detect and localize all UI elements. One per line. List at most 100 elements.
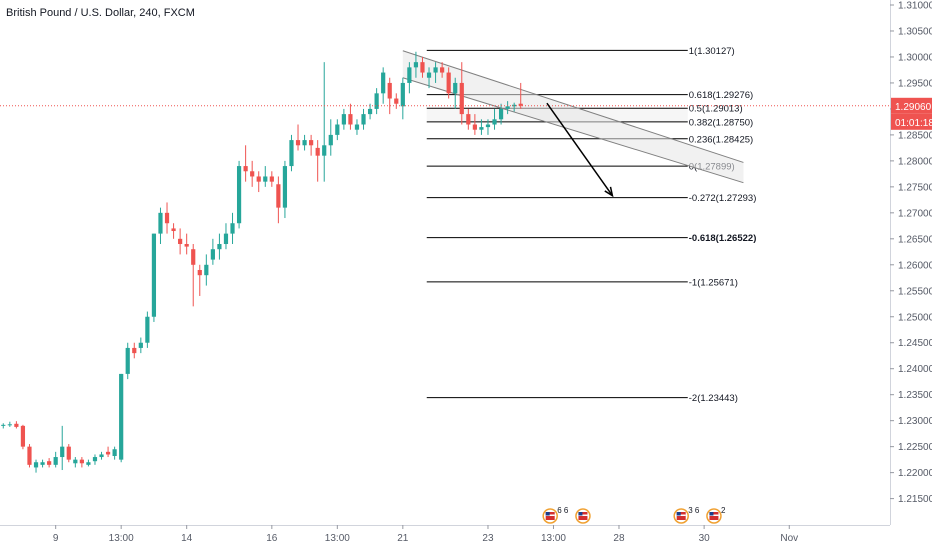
y-tick-label: 1.30000 (898, 52, 932, 63)
candle-body (498, 108, 504, 120)
fib-level-label: -0.272(1.27293) (689, 193, 757, 204)
candle (479, 119, 484, 135)
candle (14, 421, 19, 429)
candle (256, 171, 261, 193)
candle-body (27, 446, 32, 465)
candle (66, 444, 71, 463)
countdown-badge-bg (891, 113, 932, 130)
flag-white-stripe (578, 514, 588, 516)
candle (440, 62, 445, 78)
y-tick-label: 1.21500 (898, 494, 932, 505)
candle-body (119, 373, 124, 460)
y-tick-label: 1.23000 (898, 416, 932, 427)
candle-body (485, 124, 491, 128)
fib-level-label: 0.236(1.28425) (689, 134, 753, 145)
event-flag-icon[interactable]: 3 6 (673, 506, 700, 524)
candle (145, 311, 150, 348)
candle-body (47, 461, 52, 465)
event-count: 3 6 (688, 506, 700, 515)
candle-body (236, 166, 242, 224)
candle (367, 103, 373, 120)
candle-body (171, 228, 176, 232)
channel-lower-line[interactable] (402, 77, 744, 184)
candle (459, 62, 464, 125)
candle (512, 102, 517, 112)
candle-body (367, 108, 373, 115)
arrow-head (604, 186, 614, 198)
countdown-badge-value: 01:01:18 (895, 118, 932, 129)
candle (276, 176, 281, 224)
candle-body (250, 171, 255, 177)
candle-body (322, 145, 327, 156)
candle (295, 124, 301, 151)
candle (230, 212, 235, 245)
y-tick-label: 1.28500 (898, 130, 932, 141)
candle (7, 421, 12, 427)
y-tick-label: 1.29500 (898, 78, 932, 89)
candle-body (492, 119, 497, 125)
candle-body (335, 124, 340, 135)
candle (40, 459, 45, 468)
candle (328, 119, 333, 156)
candle (309, 134, 314, 156)
candle (335, 119, 340, 141)
y-tick-label: 1.26500 (898, 234, 932, 245)
candle-body (86, 462, 91, 465)
y-tick-label: 1.22000 (898, 468, 932, 479)
price-badge: 1.29060 01:01:18 (891, 97, 932, 130)
candle-body (446, 72, 451, 94)
event-flag-icon[interactable]: 2 (706, 506, 726, 524)
candle (158, 207, 163, 245)
candle (27, 444, 32, 468)
candle (79, 457, 84, 468)
projection-arrow[interactable] (546, 102, 614, 198)
candle-body (282, 166, 288, 208)
x-tick-label: 9 (53, 533, 59, 544)
flag-white-stripe (676, 514, 686, 516)
candle-body (394, 98, 399, 104)
candle-body (289, 140, 294, 167)
candle-body (407, 67, 412, 83)
candle-body (112, 449, 117, 457)
candle (73, 457, 78, 468)
candle (426, 67, 432, 89)
arrow-shaft[interactable] (546, 102, 614, 197)
price-badge-value: 1.29060 (895, 102, 932, 113)
candle-body (73, 459, 78, 464)
event-flag-icon[interactable] (575, 508, 591, 524)
candle (243, 145, 248, 182)
chart-title: British Pound / U.S. Dollar, 240, FXCM (6, 7, 195, 19)
fibonacci-retracement[interactable]: 1(1.30127) 0.618(1.29276) 0.5(1.29013) 0.38… (426, 46, 757, 404)
candle-body (40, 462, 45, 465)
x-axis[interactable]: 9 13:00 14 16 13:00 21 23 13:00 28 30 Nov (0, 525, 890, 544)
economic-events[interactable]: 6 6 3 6 2 (542, 506, 726, 524)
x-tick-label: 13:00 (541, 533, 566, 544)
candle (381, 67, 386, 104)
flag-canton (578, 512, 583, 516)
candle-body (223, 233, 229, 245)
candle (361, 108, 366, 130)
candle-body (99, 454, 104, 458)
event-flag-icon[interactable]: 6 6 (542, 506, 569, 524)
y-axis[interactable]: 1.21500 1.22000 1.22500 1.23000 1.23500 1.240… (890, 0, 932, 550)
channel-upper-line[interactable] (402, 50, 744, 163)
y-tick-label: 1.27000 (898, 208, 932, 219)
y-tick-label: 1.23500 (898, 390, 932, 401)
y-tick-label: 1.26000 (898, 260, 932, 271)
candle (315, 140, 320, 182)
flag-white-stripe (545, 514, 555, 516)
candle-body (295, 140, 301, 146)
candle (197, 264, 202, 296)
candle (322, 62, 327, 182)
candle (1, 423, 6, 429)
candle-body (138, 342, 143, 348)
candle (105, 446, 111, 458)
candle-body (60, 446, 65, 458)
candle-body (184, 244, 189, 247)
x-tick-label: 16 (266, 533, 278, 544)
y-tick-label: 1.30500 (898, 26, 932, 37)
candle (99, 451, 104, 460)
trend-channel[interactable] (402, 50, 744, 184)
